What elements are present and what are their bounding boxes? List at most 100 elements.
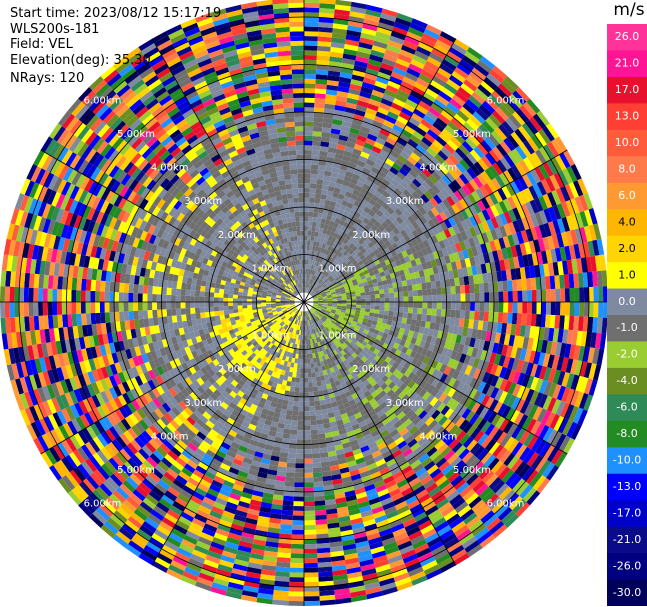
velocity-gate bbox=[465, 137, 477, 150]
velocity-gate bbox=[501, 270, 508, 282]
velocity-gate bbox=[326, 190, 334, 197]
velocity-gate bbox=[451, 42, 467, 56]
velocity-gate bbox=[541, 410, 552, 425]
velocity-gate bbox=[445, 245, 454, 256]
velocity-gate bbox=[481, 155, 493, 168]
velocity-gate bbox=[365, 68, 379, 77]
velocity-gate bbox=[307, 221, 313, 227]
velocity-gate bbox=[418, 270, 425, 278]
velocity-gate bbox=[415, 174, 425, 185]
velocity-gate bbox=[356, 322, 362, 328]
velocity-gate bbox=[304, 131, 313, 136]
velocity-gate bbox=[476, 359, 485, 371]
velocity-gate bbox=[353, 271, 360, 277]
velocity-gate bbox=[350, 152, 361, 161]
velocity-gate bbox=[400, 80, 414, 91]
velocity-gate bbox=[291, 539, 304, 545]
velocity-gate bbox=[304, 173, 311, 179]
velocity-gate bbox=[421, 347, 429, 357]
velocity-gate bbox=[503, 154, 516, 168]
velocity-gate bbox=[315, 256, 319, 262]
velocity-gate bbox=[310, 274, 313, 280]
velocity-gate bbox=[520, 230, 529, 243]
velocity-gate bbox=[564, 184, 575, 200]
velocity-gate bbox=[420, 276, 426, 284]
velocity-gate bbox=[361, 332, 368, 338]
velocity-gate bbox=[348, 283, 354, 288]
velocity-gate bbox=[304, 581, 319, 587]
velocity-gate bbox=[327, 282, 332, 287]
velocity-gate bbox=[488, 113, 502, 128]
velocity-gate bbox=[294, 391, 300, 397]
velocity-gate bbox=[386, 170, 397, 180]
velocity-gate bbox=[318, 242, 324, 248]
velocity-gate bbox=[507, 196, 517, 210]
velocity-gate bbox=[417, 289, 423, 297]
velocity-gate bbox=[363, 314, 370, 320]
velocity-gate bbox=[310, 173, 318, 180]
velocity-gate bbox=[566, 329, 574, 345]
velocity-gate bbox=[345, 292, 351, 296]
velocity-gate bbox=[507, 291, 513, 302]
velocity-gate bbox=[477, 273, 484, 284]
velocity-gate bbox=[402, 40, 418, 51]
velocity-gate bbox=[312, 295, 318, 299]
velocity-gate bbox=[311, 159, 319, 166]
velocity-gate bbox=[296, 449, 304, 454]
velocity-gate bbox=[480, 330, 487, 341]
velocity-gate bbox=[463, 275, 470, 286]
velocity-gate bbox=[392, 316, 398, 322]
velocity-gate bbox=[395, 58, 411, 68]
velocity-gate bbox=[524, 402, 534, 417]
velocity-gate bbox=[431, 216, 440, 226]
velocity-gate bbox=[543, 208, 553, 223]
velocity-gate bbox=[421, 181, 432, 191]
velocity-gate bbox=[326, 273, 331, 279]
velocity-gate bbox=[430, 259, 438, 268]
velocity-gate bbox=[434, 153, 446, 165]
velocity-gate bbox=[283, 428, 291, 435]
velocity-gate bbox=[304, 463, 313, 469]
velocity-gate bbox=[459, 310, 466, 319]
velocity-gate bbox=[341, 302, 347, 305]
velocity-gate bbox=[516, 279, 523, 291]
velocity-gate bbox=[344, 313, 350, 317]
velocity-gate bbox=[551, 355, 560, 370]
velocity-gate bbox=[502, 198, 513, 212]
velocity-gate bbox=[469, 179, 480, 191]
velocity-gate bbox=[360, 210, 369, 218]
velocity-gate bbox=[295, 468, 304, 473]
velocity-gate bbox=[427, 328, 435, 337]
velocity-gate bbox=[568, 273, 575, 289]
velocity-gate bbox=[562, 329, 569, 344]
velocity-gate bbox=[429, 274, 436, 282]
velocity-gate bbox=[386, 44, 402, 54]
velocity-gate bbox=[393, 306, 399, 312]
velocity-gate bbox=[304, 283, 306, 288]
velocity-gate bbox=[360, 302, 366, 306]
velocity-gate bbox=[308, 391, 314, 397]
velocity-gate bbox=[570, 213, 580, 230]
velocity-gate bbox=[315, 83, 327, 90]
velocity-gate bbox=[414, 50, 430, 61]
velocity-gate bbox=[462, 121, 476, 135]
velocity-gate bbox=[598, 286, 604, 302]
velocity-gate bbox=[516, 385, 526, 399]
velocity-gate bbox=[490, 387, 500, 400]
velocity-gate bbox=[497, 188, 508, 201]
velocity-gate bbox=[464, 228, 473, 240]
velocity-gate bbox=[453, 190, 464, 202]
velocity-gate bbox=[407, 155, 418, 166]
velocity-gate bbox=[361, 321, 368, 326]
velocity-gate bbox=[374, 242, 381, 249]
velocity-gate bbox=[519, 189, 530, 204]
velocity-gate bbox=[306, 358, 311, 364]
velocity-gate bbox=[436, 308, 442, 317]
velocity-gate bbox=[432, 75, 447, 87]
velocity-gate bbox=[454, 351, 463, 362]
velocity-gate bbox=[318, 299, 323, 301]
velocity-gate bbox=[344, 287, 350, 291]
velocity-gate bbox=[440, 287, 447, 295]
velocity-gate bbox=[323, 259, 328, 265]
velocity-gate bbox=[435, 135, 448, 147]
